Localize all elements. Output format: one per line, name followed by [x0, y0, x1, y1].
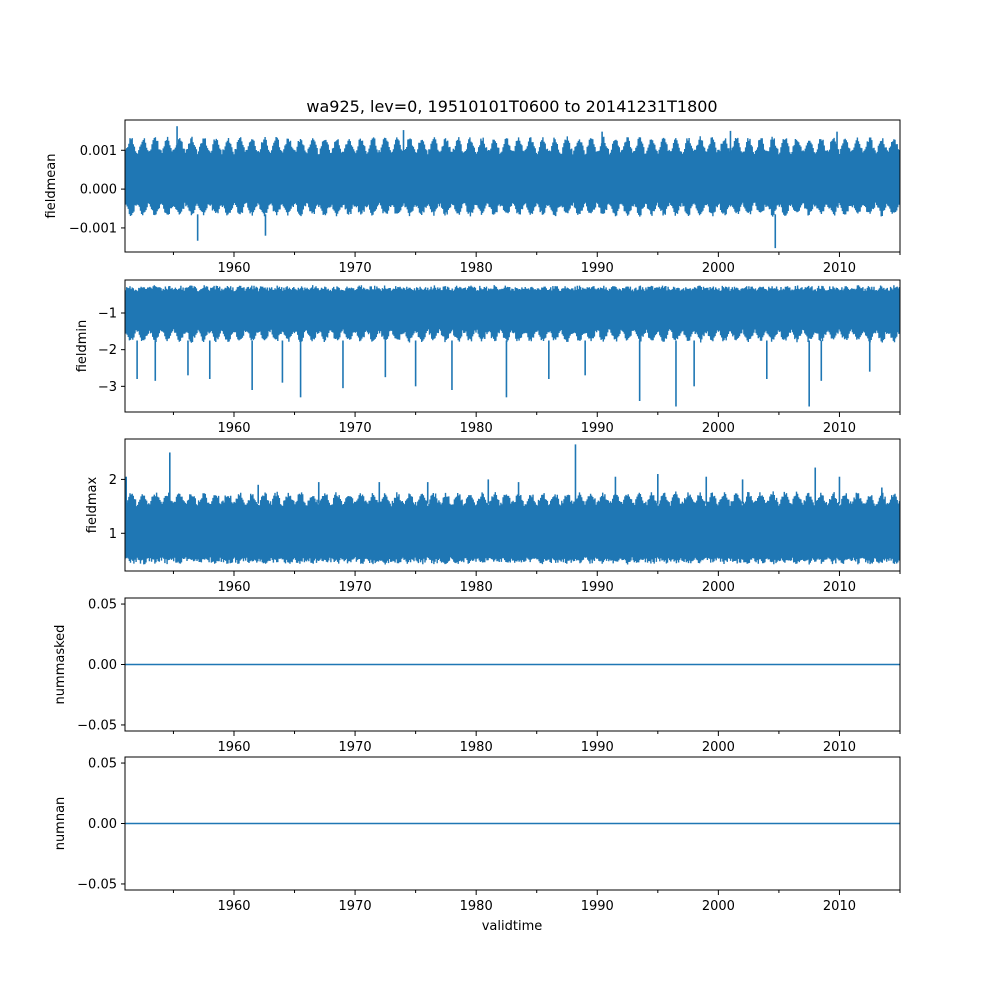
x-tick-label-fieldmax-2: 1980: [460, 580, 493, 595]
y-tick-label-numnan-1: 0.00: [88, 817, 117, 832]
x-tick-label-fieldmax-3: 1990: [581, 580, 614, 595]
x-tick-label-fieldmin-0: 1960: [217, 421, 250, 436]
y-tick-label-numnan-2: 0.05: [88, 757, 117, 772]
panel-nummasked: −0.05 0.00 0.05 1960 1970 1980 1990 2000 2010 num…: [53, 597, 901, 755]
y-axis-label-nummasked: nummasked: [53, 625, 68, 705]
y-axis-label-fieldmean: fieldmean: [44, 154, 59, 219]
x-tick-label-fieldmin-4: 2000: [702, 421, 735, 436]
y-tick-label-fieldmax-0: 1: [109, 527, 117, 542]
x-tick-label-nummasked-5: 2010: [823, 740, 856, 755]
x-tick-label-fieldmean-5: 2010: [823, 261, 856, 276]
x-tick-label-numnan-2: 1980: [460, 899, 493, 914]
x-tick-label-fieldmax-5: 2010: [823, 580, 856, 595]
x-tick-label-fieldmin-1: 1970: [339, 421, 372, 436]
x-tick-label-numnan-4: 2000: [702, 899, 735, 914]
x-tick-label-nummasked-2: 1980: [460, 740, 493, 755]
y-axis-label-fieldmax: fieldmax: [85, 477, 100, 534]
y-tick-label-nummasked-2: 0.05: [88, 598, 117, 613]
panel-fieldmax: 1 2 1960 1970 1980 1990 2000 2010 fieldmax: [85, 438, 901, 595]
y-tick-label-nummasked-1: 0.00: [88, 658, 117, 673]
axes-frame-fieldmin: [124, 279, 901, 413]
panel-numnan: −0.05 0.00 0.05 1960 1970 1980 1990 2000 2010 num…: [53, 756, 901, 914]
y-tick-label-fieldmean-1: 0.000: [80, 183, 117, 198]
series-line-fieldmean: [125, 136, 900, 217]
x-tick-label-numnan-3: 1990: [581, 899, 614, 914]
axes-frame-fieldmean: [124, 119, 901, 253]
y-tick-label-fieldmax-1: 2: [109, 473, 117, 488]
x-tick-label-fieldmean-1: 1970: [339, 261, 372, 276]
x-tick-label-fieldmin-5: 2010: [823, 421, 856, 436]
panel-fieldmean: −0.001 0.000 0.001 1960 1970 1980 1990 2000 2010…: [44, 119, 901, 276]
y-tick-label-fieldmin-0: −3: [98, 380, 117, 395]
y-axis-label-numnan: numnan: [53, 797, 68, 851]
y-axis-label-fieldmin: fieldmin: [75, 320, 90, 373]
x-axis-label: validtime: [482, 919, 543, 934]
x-tick-label-fieldmean-0: 1960: [217, 261, 250, 276]
x-tick-label-numnan-5: 2010: [823, 899, 856, 914]
x-tick-label-numnan-1: 1970: [339, 899, 372, 914]
x-tick-label-numnan-0: 1960: [217, 899, 250, 914]
chart-title: wa925, lev=0, 19510101T0600 to 20141231T…: [306, 97, 717, 116]
x-tick-label-fieldmean-4: 2000: [702, 261, 735, 276]
x-tick-label-fieldmin-2: 1980: [460, 421, 493, 436]
x-tick-label-fieldmax-0: 1960: [217, 580, 250, 595]
y-tick-label-fieldmean-0: −0.001: [69, 221, 117, 236]
x-tick-label-nummasked-1: 1970: [339, 740, 372, 755]
axes-frame-fieldmax: [124, 438, 901, 572]
x-tick-label-fieldmean-2: 1980: [460, 261, 493, 276]
series-line-fieldmin: [125, 285, 900, 343]
y-tick-label-fieldmin-2: −1: [98, 307, 117, 322]
y-tick-label-numnan-0: −0.05: [77, 877, 117, 892]
x-tick-label-nummasked-3: 1990: [581, 740, 614, 755]
x-tick-label-nummasked-0: 1960: [217, 740, 250, 755]
series-line-fieldmax: [125, 491, 900, 565]
x-tick-label-nummasked-4: 2000: [702, 740, 735, 755]
x-tick-label-fieldmin-3: 1990: [581, 421, 614, 436]
y-tick-label-nummasked-0: −0.05: [77, 718, 117, 733]
y-tick-label-fieldmin-1: −2: [98, 343, 117, 358]
panel-fieldmin: −3 −2 −1 1960 1970 1980 1990 2000 2010 fieldmin: [75, 279, 901, 436]
x-tick-label-fieldmax-1: 1970: [339, 580, 372, 595]
x-tick-label-fieldmean-3: 1990: [581, 261, 614, 276]
x-tick-label-fieldmax-4: 2000: [702, 580, 735, 595]
y-tick-label-fieldmean-2: 0.001: [80, 144, 117, 159]
